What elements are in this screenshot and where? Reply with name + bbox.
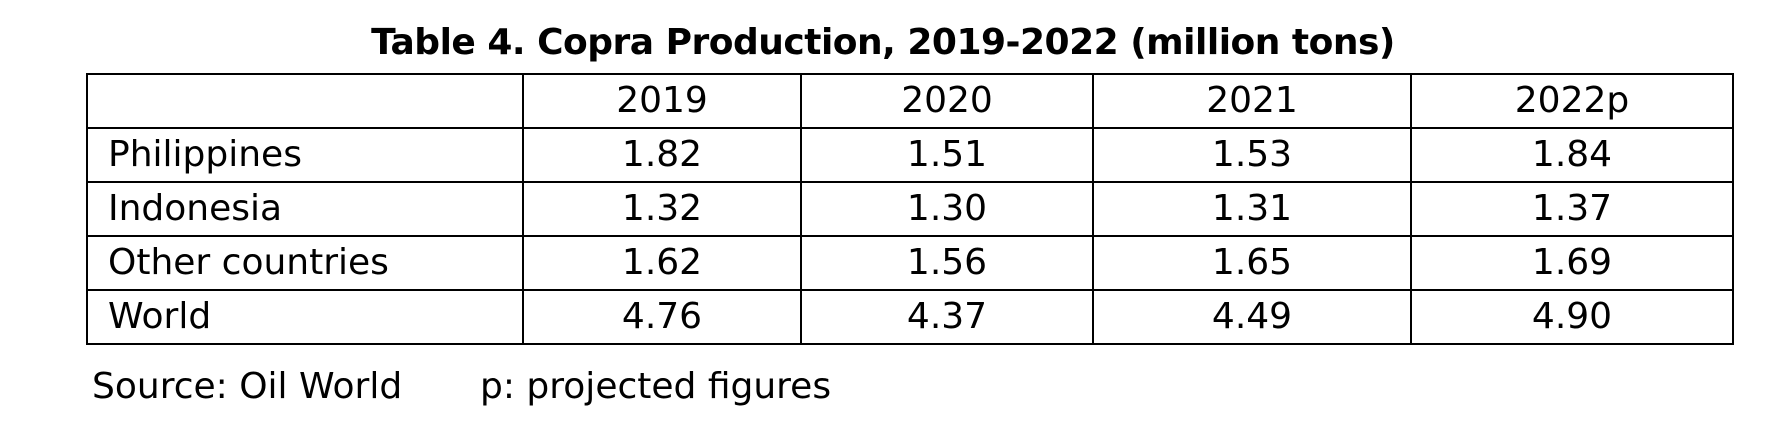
copra-production-table: 2019 2020 2021 2022p Philippines 1.82 1.… xyxy=(86,73,1734,345)
table-cell: 1.84 xyxy=(1410,127,1734,183)
table-row: Other countries 1.62 1.56 1.65 1.69 xyxy=(86,235,1734,291)
projection-footnote: p: projected figures xyxy=(480,366,832,407)
table-cell: 1.31 xyxy=(1092,181,1412,237)
table-cell: 4.37 xyxy=(800,289,1094,345)
table-cell: 4.90 xyxy=(1410,289,1734,345)
table-title: Table 4. Copra Production, 2019-2022 (mi… xyxy=(371,22,1395,63)
table-cell: 1.62 xyxy=(522,235,802,291)
table-cell: 1.30 xyxy=(800,181,1094,237)
source-note: Source: Oil World xyxy=(92,366,403,407)
table-cell: 1.82 xyxy=(522,127,802,183)
column-header-2019: 2019 xyxy=(522,73,802,129)
table-cell: 4.76 xyxy=(522,289,802,345)
row-label: World xyxy=(86,289,524,345)
table-cell: 1.69 xyxy=(1410,235,1734,291)
table-row: World 4.76 4.37 4.49 4.90 xyxy=(86,289,1734,345)
table-cell: 1.51 xyxy=(800,127,1094,183)
table-row: Philippines 1.82 1.51 1.53 1.84 xyxy=(86,127,1734,183)
column-header-2021: 2021 xyxy=(1092,73,1412,129)
row-label: Other countries xyxy=(86,235,524,291)
table-cell: 1.56 xyxy=(800,235,1094,291)
column-header-2022p: 2022p xyxy=(1410,73,1734,129)
row-label: Indonesia xyxy=(86,181,524,237)
table-cell: 4.49 xyxy=(1092,289,1412,345)
table-cell: 1.53 xyxy=(1092,127,1412,183)
header-corner-cell xyxy=(86,73,524,129)
table-row: Indonesia 1.32 1.30 1.31 1.37 xyxy=(86,181,1734,237)
table-cell: 1.32 xyxy=(522,181,802,237)
table-header-row: 2019 2020 2021 2022p xyxy=(86,73,1734,129)
table-cell: 1.65 xyxy=(1092,235,1412,291)
row-label: Philippines xyxy=(86,127,524,183)
column-header-2020: 2020 xyxy=(800,73,1094,129)
table-cell: 1.37 xyxy=(1410,181,1734,237)
